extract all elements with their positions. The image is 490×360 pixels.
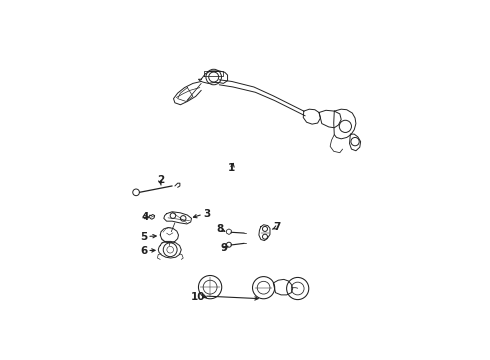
Text: 6: 6 — [140, 246, 147, 256]
Text: 1: 1 — [228, 163, 235, 174]
Text: 8: 8 — [217, 224, 224, 234]
Text: 7: 7 — [273, 222, 280, 232]
Text: 9: 9 — [220, 243, 227, 253]
Text: 10: 10 — [191, 292, 206, 302]
Text: 3: 3 — [203, 209, 210, 219]
Text: 2: 2 — [157, 175, 164, 185]
Text: 4: 4 — [142, 212, 149, 222]
Text: 5: 5 — [140, 232, 147, 242]
